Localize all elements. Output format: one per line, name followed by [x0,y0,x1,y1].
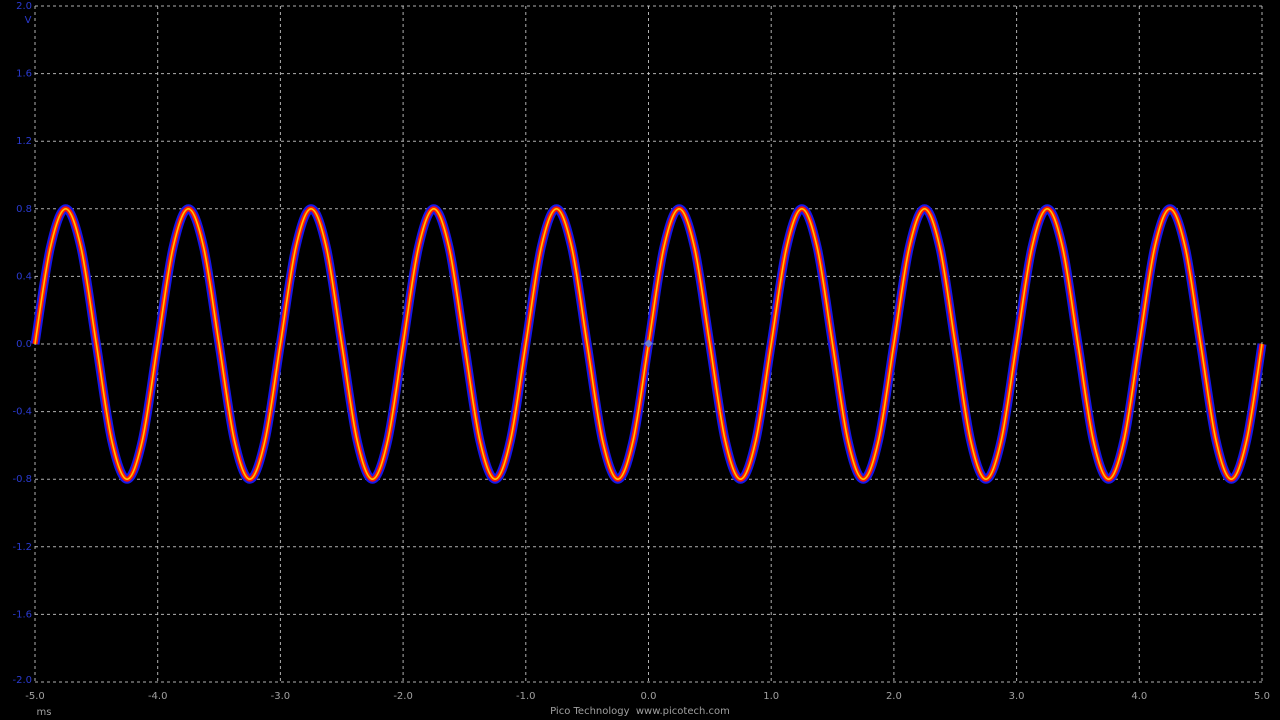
trigger-marker [644,339,653,348]
x-tick-label: 4.0 [1131,691,1147,702]
x-tick-label: -1.0 [516,691,536,702]
y-tick-label: -0.4 [12,407,32,418]
y-tick-label: -1.2 [12,542,32,553]
y-tick-label: 1.6 [16,69,32,80]
x-tick-label: -2.0 [393,691,413,702]
x-tick-label: 5.0 [1254,691,1270,702]
y-unit-label: V [25,15,32,26]
y-tick-label: 0.4 [16,271,32,282]
y-tick-label: 0.0 [16,339,32,350]
x-tick-label: 1.0 [763,691,779,702]
x-unit-label: ms [37,707,52,718]
x-tick-label: 2.0 [886,691,902,702]
y-tick-label: -2.0 [12,675,32,686]
x-tick-label: -5.0 [25,691,45,702]
y-tick-label: 1.2 [16,136,32,147]
footer: Pico Technology www.picotech.com [550,706,730,717]
x-tick-label: 3.0 [1009,691,1025,702]
y-tick-label: 2.0 [16,1,32,12]
x-tick-label: -4.0 [148,691,168,702]
y-tick-label: -1.6 [12,609,32,620]
x-tick-label: 0.0 [641,691,657,702]
x-tick-label: -3.0 [271,691,291,702]
y-tick-label: -0.8 [12,474,32,485]
y-tick-label: 0.8 [16,204,32,215]
